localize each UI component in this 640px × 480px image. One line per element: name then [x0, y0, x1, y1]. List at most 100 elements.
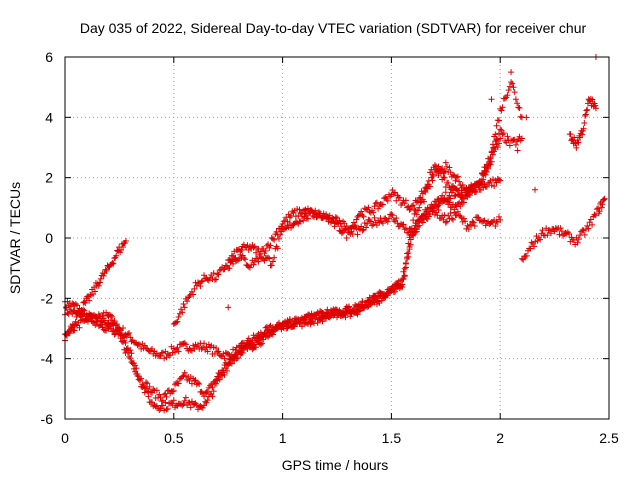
- data-point: [417, 216, 424, 223]
- data-point: [446, 192, 453, 199]
- data-point: [82, 299, 89, 306]
- data-point: [285, 319, 292, 326]
- data-point: [282, 318, 289, 325]
- data-point: [509, 80, 516, 87]
- data-point: [225, 350, 232, 357]
- data-point: [111, 317, 118, 324]
- data-point: [571, 134, 578, 141]
- data-point: [301, 316, 308, 323]
- data-point: [214, 270, 221, 277]
- data-point: [329, 214, 336, 221]
- data-point: [600, 197, 607, 204]
- data-point: [245, 340, 252, 347]
- data-point: [586, 97, 593, 104]
- data-point: [178, 306, 185, 313]
- data-point: [392, 189, 399, 196]
- data-point: [497, 216, 504, 223]
- data-point: [591, 211, 598, 218]
- data-point: [201, 340, 208, 347]
- data-point: [410, 232, 417, 239]
- x-tick-label: 0: [61, 430, 69, 446]
- data-point: [470, 186, 477, 193]
- data-point: [399, 281, 406, 288]
- data-point: [500, 130, 507, 137]
- data-point: [485, 162, 492, 169]
- data-point: [194, 379, 201, 386]
- data-point: [592, 102, 599, 109]
- data-point: [187, 404, 194, 411]
- data-point: [497, 177, 504, 184]
- data-point: [157, 405, 164, 412]
- data-point: [448, 215, 455, 222]
- data-point: [580, 125, 587, 132]
- data-point: [204, 397, 211, 404]
- data-point: [230, 260, 237, 267]
- data-point: [350, 219, 357, 226]
- data-point: [573, 144, 580, 151]
- data-point: [402, 225, 409, 232]
- data-point: [344, 304, 351, 311]
- data-point: [447, 210, 454, 217]
- data-point: [153, 387, 160, 394]
- data-point: [394, 220, 401, 227]
- data-point: [142, 385, 149, 392]
- data-point: [354, 311, 361, 318]
- data-point: [163, 393, 170, 400]
- data-point: [480, 171, 487, 178]
- y-tick-labels: -6 -4 -2 0 2 4 6: [41, 49, 54, 427]
- data-point: [127, 355, 134, 362]
- data-point: [440, 174, 447, 181]
- data-point: [421, 198, 428, 205]
- data-point: [508, 79, 515, 86]
- data-point: [531, 243, 538, 250]
- data-point: [488, 96, 495, 103]
- data-point: [91, 288, 98, 295]
- data-point: [508, 69, 515, 76]
- data-point: [440, 216, 447, 223]
- data-point: [170, 397, 177, 404]
- data-point: [471, 188, 478, 195]
- data-point: [458, 191, 465, 198]
- data-point: [283, 325, 290, 332]
- data-point: [446, 199, 453, 206]
- data-point: [221, 355, 228, 362]
- data-point: [296, 320, 303, 327]
- data-point: [191, 285, 198, 292]
- data-point: [400, 221, 407, 228]
- series-outliers: [225, 54, 599, 311]
- data-point: [213, 345, 220, 352]
- data-point: [120, 325, 127, 332]
- data-point: [223, 367, 230, 374]
- data-point: [225, 304, 232, 311]
- data-point: [414, 223, 421, 230]
- data-point: [182, 394, 189, 401]
- data-point: [416, 194, 423, 201]
- series-track-6: [225, 126, 525, 272]
- data-point: [135, 376, 142, 383]
- data-point: [491, 144, 498, 151]
- data-point: [134, 372, 141, 379]
- data-point: [342, 314, 349, 321]
- data-point: [495, 140, 502, 147]
- data-point: [514, 100, 521, 107]
- data-point: [445, 179, 452, 186]
- data-point: [327, 312, 334, 319]
- data-point: [304, 215, 311, 222]
- data-point: [470, 219, 477, 226]
- data-point: [539, 227, 546, 234]
- data-point: [499, 104, 506, 111]
- data-point: [469, 218, 476, 225]
- data-point: [421, 216, 428, 223]
- data-point: [502, 95, 509, 102]
- data-point: [379, 220, 386, 227]
- data-point: [487, 153, 494, 160]
- data-point: [392, 288, 399, 295]
- y-tick-label: -4: [41, 351, 54, 367]
- data-point: [442, 197, 449, 204]
- data-point: [356, 307, 363, 314]
- data-point: [389, 212, 396, 219]
- data-point: [358, 208, 365, 215]
- data-point: [452, 185, 459, 192]
- data-point: [256, 251, 263, 258]
- data-point: [401, 265, 408, 272]
